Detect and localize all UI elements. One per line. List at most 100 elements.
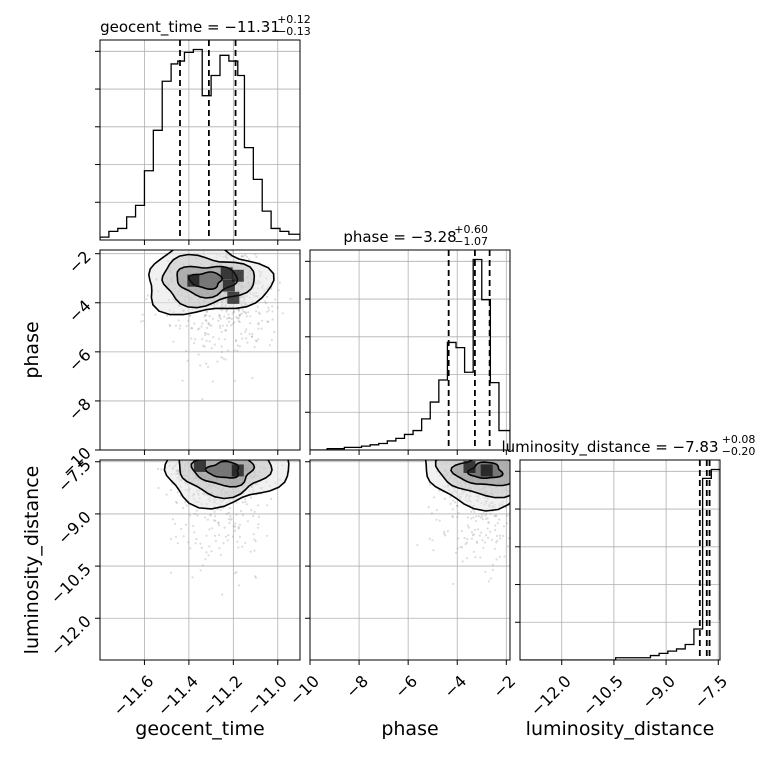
contour-level-1 (178, 460, 273, 500)
sample-point (236, 317, 239, 320)
sample-point (252, 515, 255, 518)
sample-point (485, 454, 487, 456)
sample-point (229, 515, 232, 518)
sample-point (238, 308, 241, 311)
sample-point (188, 314, 191, 317)
sample-point (223, 526, 226, 529)
sample-point (256, 305, 259, 308)
sample-point (481, 453, 483, 455)
sample-point (198, 457, 200, 459)
sample-point (464, 455, 466, 457)
sample-point (210, 550, 213, 553)
sample-point (141, 313, 144, 316)
sample-point (496, 534, 499, 538)
sample-point (221, 593, 224, 596)
sample-point (476, 457, 478, 459)
sample-point (485, 451, 487, 453)
sample-point (266, 320, 270, 323)
sample-point (226, 317, 229, 320)
sample-point (483, 451, 485, 453)
sample-point (471, 453, 473, 455)
sample-point (204, 319, 207, 322)
sample-point (253, 345, 256, 349)
sample-point (192, 454, 194, 456)
pair-panel-luminosity_distance-vs-phase (310, 451, 542, 660)
sample-point (457, 537, 460, 540)
sample-point (208, 324, 211, 327)
sample-point (540, 480, 542, 482)
sample-point (474, 455, 476, 457)
sample-point (253, 538, 256, 541)
sample-point (239, 455, 241, 457)
sample-point (222, 443, 224, 445)
sample-point (196, 444, 198, 446)
sample-point (216, 360, 219, 363)
sample-point (238, 345, 241, 348)
sample-point (249, 457, 251, 459)
sample-point (227, 534, 230, 537)
sample-point (267, 309, 270, 312)
sample-point (246, 453, 248, 455)
sample-point (171, 518, 174, 521)
sample-point (200, 325, 203, 328)
density-peak (194, 460, 206, 472)
sample-point (225, 310, 228, 313)
sample-point (203, 334, 207, 337)
sample-point (451, 515, 454, 518)
sample-point (176, 491, 179, 494)
hist-panel-phase (310, 250, 510, 450)
sample-point (461, 560, 464, 563)
sample-point (460, 456, 462, 458)
sample-point (219, 553, 223, 556)
sample-point (522, 480, 524, 482)
sample-point (145, 298, 148, 301)
sample-point (512, 596, 514, 598)
sample-point (211, 455, 213, 457)
sample-point (245, 455, 247, 457)
sample-point (500, 457, 502, 459)
sample-point (251, 332, 254, 335)
sample-point (245, 328, 248, 331)
sample-point (227, 313, 230, 316)
sample-point (238, 535, 241, 539)
sample-point (255, 456, 257, 458)
sample-point (189, 455, 191, 457)
sample-point (451, 508, 454, 511)
sample-point (270, 287, 273, 290)
sample-point (443, 532, 446, 535)
sample-point (180, 527, 183, 531)
sample-point (227, 349, 230, 352)
sample-point (446, 530, 449, 533)
y-tick-label: −8 (65, 394, 95, 424)
sample-point (216, 508, 219, 511)
sample-point (461, 457, 463, 459)
sample-point (221, 324, 224, 327)
sample-point (271, 318, 274, 321)
sample-point (236, 344, 239, 347)
sample-point (211, 454, 213, 456)
sample-point (487, 521, 490, 524)
sample-point (176, 542, 179, 545)
sample-point (456, 515, 459, 519)
y-tick-label: −10.5 (47, 559, 95, 607)
sample-point (223, 338, 226, 341)
sample-point (520, 489, 522, 491)
x-tick-label: −10 (286, 672, 323, 709)
sample-point (472, 533, 475, 536)
sample-point (220, 309, 223, 312)
sample-point (236, 454, 238, 456)
sample-point (511, 554, 513, 556)
sample-point (511, 460, 513, 462)
sample-point (244, 457, 246, 459)
sample-point (218, 453, 220, 455)
sample-point (526, 494, 528, 496)
sample-point (468, 457, 470, 459)
sample-point (427, 506, 430, 509)
sample-point (224, 358, 227, 361)
sample-point (428, 483, 431, 486)
sample-point (207, 322, 210, 325)
sample-point (207, 365, 210, 368)
title-lower-error: −0.20 (722, 445, 756, 458)
sample-point (514, 457, 516, 459)
sample-point (465, 454, 467, 456)
